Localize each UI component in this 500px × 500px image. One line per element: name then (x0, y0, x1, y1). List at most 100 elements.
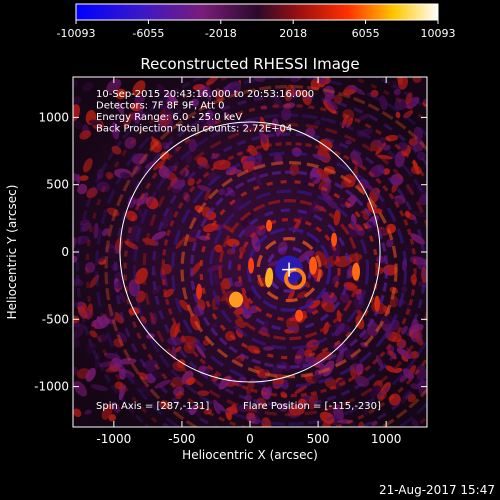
info-annotations: 10-Sep-2015 20:43:16.000 to 20:53:16.000… (96, 89, 314, 135)
speckle (349, 85, 366, 95)
flare-position-label: Flare Position = [-115,-230] (243, 401, 381, 412)
speckle (246, 379, 255, 395)
speckle (150, 312, 158, 326)
speckle (159, 400, 170, 410)
speckle (79, 175, 89, 181)
speckle (271, 118, 279, 128)
speckle (173, 386, 185, 396)
speckle (163, 288, 175, 298)
speckle (203, 408, 213, 415)
x-tick-label: 0 (246, 432, 254, 446)
speckle (175, 238, 185, 249)
speckle (161, 126, 171, 134)
speckle (114, 115, 124, 124)
ripple-ring (114, 94, 427, 427)
speckle (366, 184, 374, 191)
ripple-ring (133, 113, 427, 426)
emission-blob (374, 295, 381, 312)
speckle (305, 176, 317, 186)
ripple-ring (256, 237, 322, 303)
speckle (185, 151, 193, 165)
y-tick-label: -1000 (34, 380, 69, 394)
speckle (85, 367, 96, 382)
speckle (358, 421, 365, 427)
y-tick-label: 1000 (38, 110, 69, 124)
speckle (73, 237, 77, 249)
speckle (166, 92, 179, 104)
speckle (73, 278, 84, 287)
speckle (172, 361, 186, 372)
speckle (125, 249, 136, 258)
speckle (179, 299, 190, 311)
speckle (323, 85, 335, 97)
speckle (396, 77, 404, 85)
speckle (273, 98, 283, 109)
speckle (288, 404, 305, 416)
speckle (275, 126, 282, 137)
speckle (73, 255, 78, 263)
annotation-line: Energy Range: 6.0 - 25.0 keV (96, 112, 242, 123)
y-tick-label: 0 (61, 245, 69, 259)
speckle (153, 159, 167, 171)
ripple-ring (237, 218, 341, 322)
speckle (375, 355, 384, 369)
speckle (86, 187, 98, 199)
speckle (370, 89, 379, 98)
speckle (89, 330, 98, 338)
speckle (393, 88, 401, 96)
speckle (205, 110, 214, 121)
speckle (166, 372, 178, 379)
speckle (370, 139, 383, 152)
speckle (133, 197, 150, 205)
speckle (211, 145, 223, 154)
speckle (111, 401, 121, 413)
speckle (138, 372, 148, 380)
speckle (73, 408, 82, 418)
speckle (151, 371, 163, 379)
speckle (197, 185, 212, 192)
speckle (105, 307, 116, 320)
emission-blob (309, 256, 318, 275)
speckle (376, 154, 393, 160)
speckle (106, 207, 120, 217)
speckle (88, 119, 102, 126)
speckle (119, 292, 126, 303)
speckle (213, 273, 219, 284)
speckle (304, 355, 318, 365)
colorbar-tick-label: -6055 (132, 27, 164, 40)
speckle (127, 224, 141, 242)
speckle (405, 96, 420, 109)
speckle (294, 385, 308, 395)
x-tick-label: 500 (307, 432, 330, 446)
speckle (84, 409, 92, 415)
speckle (394, 150, 405, 168)
speckle (273, 153, 283, 164)
solar-limb-circle (119, 121, 381, 383)
speckle (188, 139, 197, 152)
ripple-ring (161, 142, 417, 398)
speckle (363, 409, 369, 416)
speckle (389, 80, 398, 89)
speckle (73, 79, 79, 87)
speckle (272, 277, 284, 285)
speckle (73, 380, 88, 397)
speckle (139, 385, 149, 392)
ripple-ring (180, 161, 398, 379)
speckle (113, 312, 124, 324)
speckle (383, 144, 391, 151)
speckle (73, 300, 78, 309)
speckle (171, 376, 185, 388)
speckle (166, 120, 174, 129)
speckle (170, 322, 179, 339)
annotation-line: Back Projection Total counts: 2.72E+04 (96, 124, 292, 135)
image-area (72, 76, 428, 428)
speckle (73, 96, 82, 104)
ripple-ring (142, 123, 427, 417)
x-tick-label: -1000 (96, 432, 131, 446)
speckle (375, 255, 386, 264)
speckle (356, 128, 374, 138)
emission-blob (248, 257, 255, 274)
speckle (130, 103, 142, 112)
speckle (394, 98, 408, 110)
ripple-ring (199, 180, 379, 360)
